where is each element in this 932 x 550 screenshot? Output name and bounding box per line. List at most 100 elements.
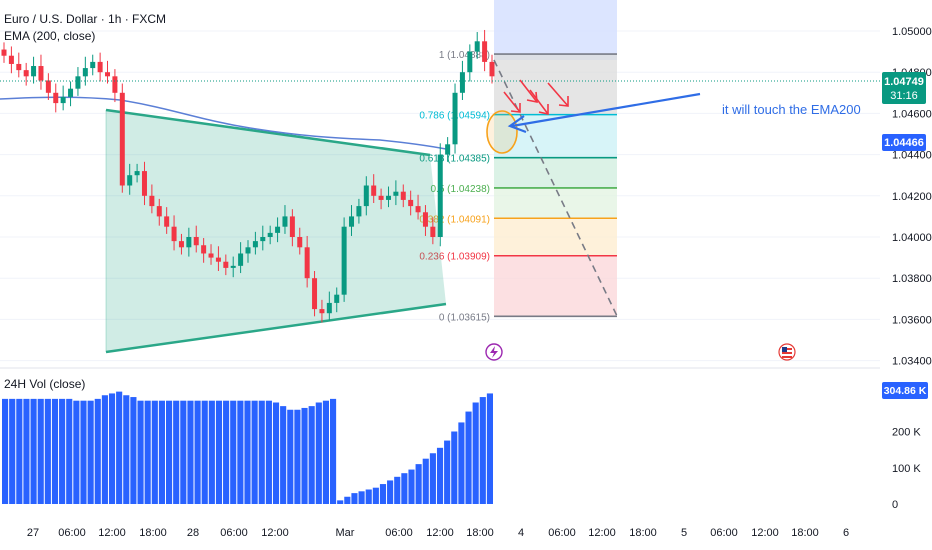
volume-series: [2, 391, 493, 504]
volume-bar: [37, 398, 44, 504]
candle-body: [193, 237, 199, 246]
candle-body: [75, 76, 81, 89]
volume-bar: [87, 400, 94, 504]
volume-bar: [94, 398, 101, 504]
candle-body: [275, 226, 281, 233]
volume-bar: [258, 400, 265, 504]
volume-badge: 304.86 K: [882, 382, 928, 399]
candle-body: [31, 66, 37, 77]
time-tick-label: 06:00: [220, 527, 248, 539]
volume-tick-label: 100 K: [892, 463, 921, 475]
volume-bar: [365, 489, 372, 504]
volume-bar: [180, 400, 187, 504]
fib-level-label: 1 (1.04888): [439, 50, 490, 61]
fib-zone: [494, 255, 617, 317]
price-axis[interactable]: 1.050001.048001.046001.044001.042001.040…: [892, 26, 932, 368]
volume-bar: [137, 400, 144, 504]
time-tick-label: 18:00: [139, 527, 167, 539]
volume-bar: [408, 469, 415, 504]
volume-bar: [237, 400, 244, 504]
volume-bar: [322, 400, 329, 504]
volume-bar: [486, 393, 493, 504]
volume-bar: [436, 447, 444, 504]
time-tick-label: 06:00: [548, 527, 576, 539]
symbol-title[interactable]: Euro / U.S. Dollar · 1h · FXCM: [4, 12, 167, 26]
candle-body: [400, 191, 406, 200]
time-tick-label: Mar: [336, 527, 355, 539]
candle-body: [149, 195, 155, 207]
volume-bar: [116, 391, 123, 504]
candle-body: [489, 61, 495, 77]
time-axis[interactable]: 27 06:00 12:00 18:00 28 06:00 12:00 Mar 06:00 12:…: [27, 527, 849, 539]
candle-body: [156, 206, 162, 217]
candle-body: [178, 241, 184, 248]
volume-indicator-title[interactable]: 24H Vol (close): [4, 377, 86, 391]
candle-body: [134, 171, 140, 176]
volume-bar: [280, 406, 287, 504]
candle-body: [474, 41, 480, 52]
volume-bar: [301, 407, 308, 504]
volume-value: 304.86 K: [884, 385, 927, 397]
volume-bar: [308, 406, 315, 504]
candle-body: [171, 226, 177, 242]
time-tick-label: 18:00: [629, 527, 657, 539]
candle-body: [97, 61, 103, 73]
candle-body: [60, 96, 66, 104]
volume-bar: [66, 398, 73, 504]
volume-bar: [415, 464, 422, 504]
volume-bar: [244, 400, 251, 504]
volume-bar: [30, 398, 37, 504]
candle-body: [260, 237, 266, 242]
candle-body: [186, 237, 192, 248]
volume-bar: [337, 500, 344, 504]
time-tick-label: 18:00: [466, 527, 494, 539]
candle-body: [282, 216, 288, 227]
candle-body: [415, 206, 421, 213]
volume-bar: [16, 398, 23, 504]
us-flag-event-icon[interactable]: [778, 343, 796, 361]
projection-zone: [494, 0, 617, 60]
candle-body: [467, 51, 473, 73]
candle-body: [90, 61, 96, 69]
volume-bar: [9, 398, 16, 504]
fibonacci-zones: 1 (1.04888)0.786 (1.04594)0.618 (1.04385…: [419, 50, 617, 323]
price-tick-label: 1.05000: [892, 26, 932, 38]
fib-level-label: 0.382 (1.04091): [419, 214, 490, 225]
volume-bar: [344, 496, 351, 504]
volume-bar: [223, 400, 230, 504]
volume-bar: [51, 398, 59, 504]
volume-bar: [23, 398, 30, 504]
lightning-event-icon[interactable]: [485, 343, 503, 361]
candle-body: [341, 226, 347, 295]
candle-body: [38, 66, 44, 81]
candle-body: [304, 247, 310, 279]
time-tick-label: 06:00: [58, 527, 86, 539]
time-tick-label: 18:00: [791, 527, 819, 539]
price-tick-label: 1.04600: [892, 108, 932, 120]
candle-body: [141, 171, 147, 196]
volume-bar: [372, 487, 379, 504]
volume-bar: [287, 409, 294, 504]
candle-body: [312, 278, 318, 310]
candle-body: [82, 68, 88, 77]
volume-axis[interactable]: 200 K 100 K 0: [892, 427, 921, 512]
candle-body: [297, 237, 303, 248]
candle-body: [252, 241, 258, 248]
fib-level-label: 0.618 (1.04385): [419, 154, 490, 165]
candle-body: [53, 92, 59, 104]
volume-bar: [166, 400, 173, 504]
countdown-value: 31:16: [890, 90, 918, 102]
fib-zone: [494, 187, 617, 219]
fib-zone: [494, 54, 617, 115]
volume-bar: [379, 484, 387, 504]
ema-indicator-title[interactable]: EMA (200, close): [4, 29, 96, 43]
candle-body: [408, 199, 414, 207]
candle-body: [23, 70, 29, 77]
volume-bar: [73, 400, 80, 504]
candle-body: [201, 245, 207, 254]
time-tick-label: 27: [27, 527, 39, 539]
volume-bar: [330, 398, 337, 504]
volume-bar: [251, 400, 258, 504]
candle-body: [349, 216, 355, 227]
